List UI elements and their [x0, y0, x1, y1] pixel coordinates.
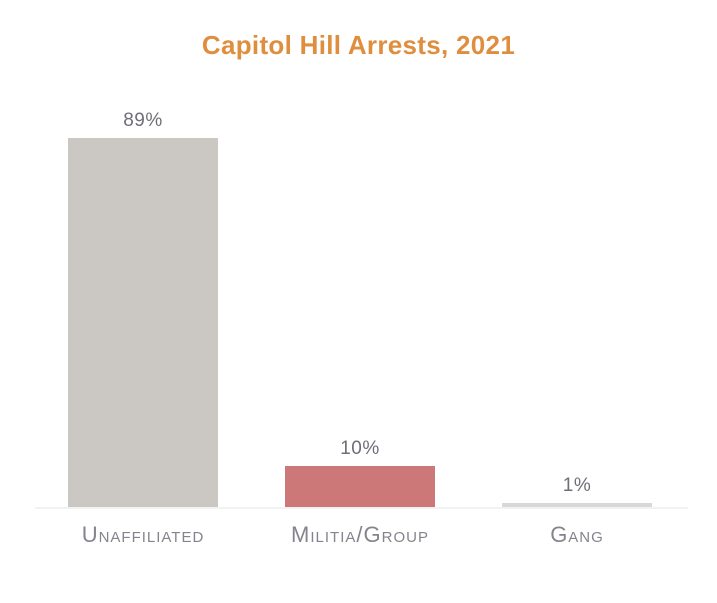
plot-area: 89% 10% 1% — [0, 111, 717, 507]
bar-militia-group — [285, 466, 435, 507]
value-label-gang: 1% — [562, 475, 592, 496]
bar-unaffiliated — [68, 138, 218, 507]
value-label-militia-group: 10% — [340, 438, 380, 459]
category-label-unaffiliated: Unaffiliated — [81, 522, 205, 547]
value-label-unaffiliated: 89% — [123, 110, 163, 131]
category-label-gang: Gang — [550, 522, 604, 547]
chart-title: Capitol Hill Arrests, 2021 — [201, 30, 516, 60]
category-label-militia-group: Militia/Group — [291, 522, 429, 547]
category-labels-row: Unaffiliated Militia/Group Gang — [0, 523, 717, 547]
bar-gang — [502, 503, 652, 507]
bar-group-unaffiliated: 89% — [68, 111, 218, 507]
x-axis-line — [35, 507, 688, 509]
bar-group-militia-group: 10% — [285, 439, 435, 507]
bar-group-gang: 1% — [502, 476, 652, 507]
